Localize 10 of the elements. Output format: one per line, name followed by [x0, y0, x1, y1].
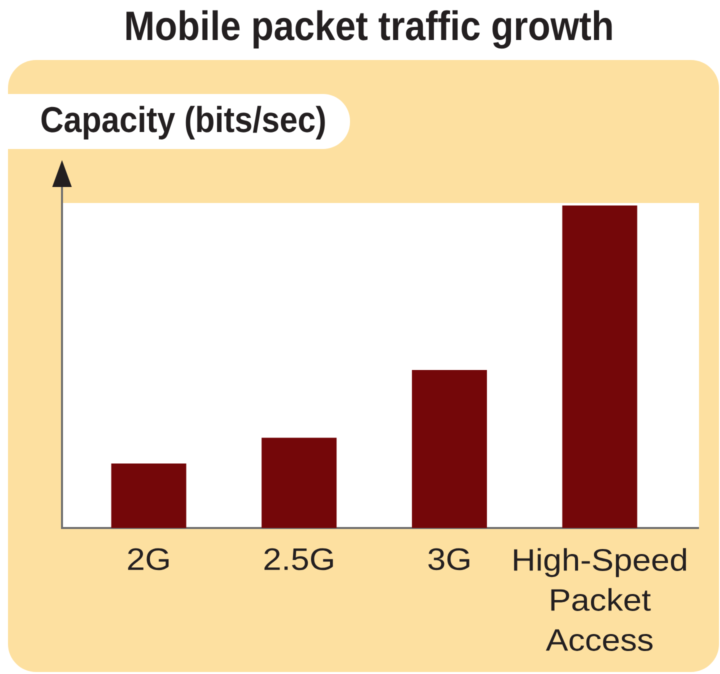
chart-title: Mobile packet traffic growth: [126, 10, 612, 49]
x-tick-label: 3G: [428, 548, 470, 570]
x-tick-label: 2G: [128, 548, 169, 570]
bar: [111, 463, 186, 528]
x-tick-label: 2.5G: [264, 548, 333, 570]
bar: [562, 205, 638, 528]
bar: [412, 370, 487, 528]
bar: [262, 438, 337, 528]
y-axis-title: Capacity (bits/sec): [42, 106, 325, 140]
x-tick-label: High-Speed Packet Access: [514, 548, 686, 651]
